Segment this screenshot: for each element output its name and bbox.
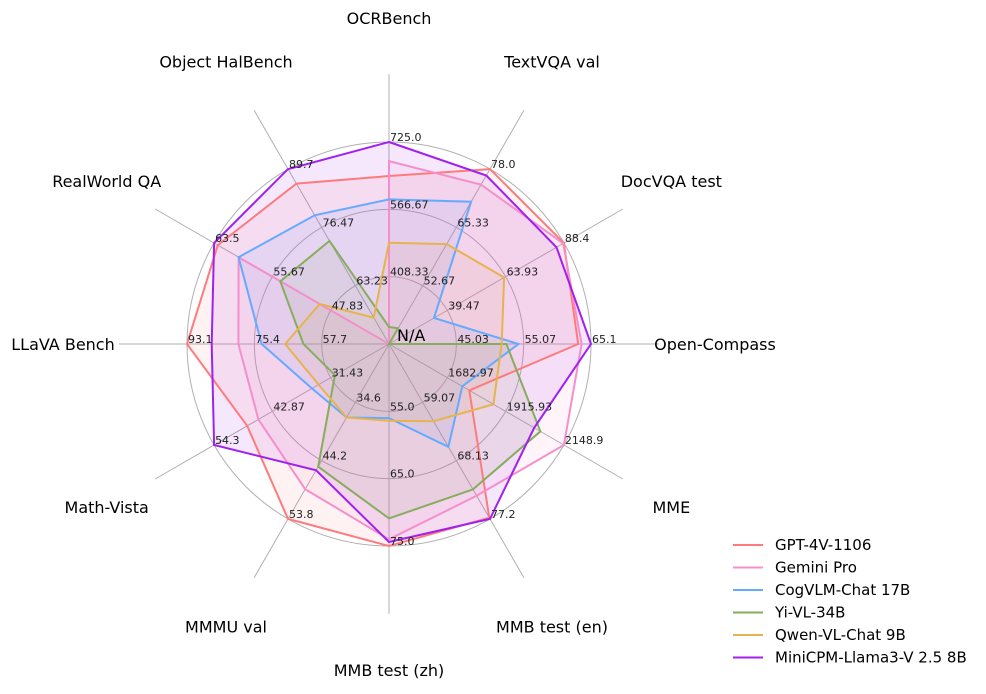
axis-label: MME — [652, 498, 690, 517]
tick-label: 89.7 — [289, 158, 314, 171]
axis-line — [154, 343, 390, 480]
series-line — [279, 239, 542, 520]
axis-line — [388, 208, 624, 345]
axis-line — [253, 109, 390, 345]
series-fill — [238, 161, 582, 540]
tick-label: 44.2 — [323, 450, 348, 463]
tick-label: 39.47 — [448, 299, 480, 312]
axis-label: MMB test (en) — [496, 617, 608, 636]
legend-label: GPT-4V-1106 — [775, 536, 871, 554]
tick-label: 65.0 — [390, 468, 415, 481]
series-lines — [185, 140, 593, 548]
tick-label: 63.93 — [507, 266, 539, 279]
axis-labels: OCRBench TextVQA val DocVQA test Open-Compa… — [11, 9, 776, 680]
center-label: N/A — [397, 326, 425, 345]
axis-line — [253, 343, 390, 579]
tick-label: 77.2 — [491, 508, 516, 521]
tick-label: 31.43 — [332, 367, 364, 380]
axis-label: OCRBench — [347, 9, 432, 28]
tick-label: 2148.9 — [565, 434, 604, 447]
axis-label: TextVQA val — [503, 53, 600, 72]
series-fills — [187, 142, 591, 546]
series-line — [283, 241, 506, 423]
tick-labels: 408.33 566.67 725.0 52.67 65.33 78.0 39.47 63.9… — [188, 131, 617, 548]
axis-label: Open-Compass — [654, 335, 776, 354]
tick-label: 55.07 — [525, 333, 557, 346]
tick-label: 725.0 — [390, 131, 422, 144]
legend-label: Qwen-VL-Chat 9B — [775, 626, 906, 644]
tick-label: 65.33 — [457, 216, 489, 229]
tick-label: 88.4 — [565, 232, 590, 245]
series-line — [210, 140, 593, 544]
axis-line — [388, 343, 624, 480]
tick-label: 57.7 — [323, 333, 348, 346]
tick-label: 55.0 — [390, 400, 415, 413]
tick-label: 63.23 — [356, 275, 388, 288]
tick-label: 53.8 — [289, 508, 314, 521]
tick-label: 54.3 — [215, 434, 240, 447]
tick-label: 566.67 — [390, 198, 429, 211]
tick-label: 68.13 — [457, 450, 489, 463]
tick-label: 59.07 — [424, 391, 456, 404]
legend-label: Gemini Pro — [775, 559, 857, 577]
legend-label: MiniCPM-Llama3-V 2.5 8B — [775, 649, 967, 667]
tick-label: 65.1 — [592, 333, 617, 346]
legend-label: Yi-VL-34B — [774, 604, 845, 622]
axis-label: Math-Vista — [65, 498, 149, 517]
series-fill — [211, 142, 591, 542]
axis-line — [388, 343, 525, 579]
tick-label: 42.87 — [273, 400, 305, 413]
axis-label: RealWorld QA — [52, 172, 161, 191]
tick-label: 1682.97 — [448, 367, 494, 380]
tick-label: 75.0 — [390, 535, 415, 548]
tick-label: 34.6 — [356, 391, 381, 404]
tick-label: 55.67 — [273, 266, 305, 279]
tick-label: 45.03 — [457, 333, 489, 346]
axis-label: LLaVA Bench — [11, 335, 114, 354]
tick-label: 408.33 — [390, 266, 429, 279]
legend-label: CogVLM-Chat 17B — [775, 581, 910, 599]
axis-label: Object HalBench — [159, 53, 292, 72]
axis-label: MMB test (zh) — [334, 661, 445, 680]
tick-label: 93.1 — [188, 333, 213, 346]
tick-label: 1915.93 — [507, 400, 553, 413]
axis-line — [388, 109, 525, 345]
tick-label: 75.4 — [255, 333, 279, 346]
tick-label: 52.67 — [424, 275, 456, 288]
series-fill — [285, 242, 505, 422]
tick-label: 78.0 — [491, 158, 516, 171]
series-line — [237, 198, 521, 449]
axis-label: DocVQA test — [621, 172, 722, 191]
tick-label: 47.83 — [332, 299, 364, 312]
axis-label: MMMU val — [185, 617, 267, 636]
tick-label: 76.47 — [323, 216, 355, 229]
tick-label: 63.5 — [215, 232, 240, 245]
legend: GPT-4V-1106 Gemini Pro CogVLM-Chat 17B Yi-V… — [733, 536, 967, 667]
